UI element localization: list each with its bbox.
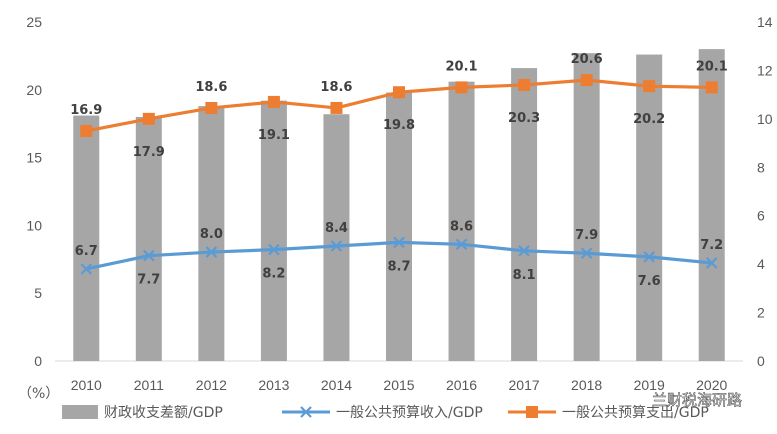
bar [511,68,538,361]
revenue-point [580,247,593,260]
revenue-point [705,257,718,269]
y-axis-unit-label: （%） [18,386,59,402]
data-label: 7.6 [638,274,661,289]
y-right-tick-label: 6 [757,208,765,224]
data-label: 8.1 [513,268,536,283]
legend: 财政收支差额/GDP 一般公共预算收入/GDP 一般公共预算支出/GDP [62,405,709,421]
bar [198,106,225,362]
bar [448,81,475,361]
revenue-point [455,238,468,251]
y-left-tick-label: 5 [34,285,42,301]
data-label: 8.7 [387,259,410,274]
bar [323,114,350,361]
revenue-point [393,236,405,249]
revenue-point [268,243,280,256]
bar [386,92,412,362]
data-labels: 6.7 7.7 8.0 8.2 8.4 8.7 8.6 8.1 7.9 7.6 7.2 16.9 17.… [70,52,728,289]
x-tick-label: 2012 [196,377,227,393]
data-label: 6.7 [75,244,98,259]
data-label: 20.3 [508,111,540,126]
x-tick-label: 2011 [134,377,164,393]
data-label: 7.2 [700,238,723,253]
legend-marker-square [526,406,538,418]
y-right-tick-label: 14 [757,14,773,30]
bar [73,115,100,362]
y-right-tick-label: 12 [757,62,773,78]
x-tick-label: 2017 [509,377,540,393]
expenditure-point [393,86,405,99]
x-tick-label: 2014 [321,377,352,393]
expenditure-point [142,112,155,125]
data-label: 20.1 [696,59,728,74]
expenditure-point [580,74,593,87]
revenue-point [143,249,155,262]
y-right-tick-label: 8 [757,159,765,175]
data-label: 8.4 [325,221,348,236]
legend-marker-x [300,406,312,418]
legend-label: 财政收支差额/GDP [104,405,223,421]
data-label: 20.2 [633,112,665,127]
expenditure-point [80,124,93,137]
x-tick-label: 2020 [696,377,727,393]
data-label: 8.2 [262,267,285,282]
x-tick-label: 2015 [383,377,414,393]
legend-label: 一般公共预算收入/GDP [336,405,483,421]
x-tick-label: 2013 [258,377,289,393]
bar-series [73,49,725,362]
bar [636,54,663,361]
y-right-tick-label: 4 [757,256,765,272]
revenue-point [643,251,655,263]
data-label: 8.0 [200,227,223,242]
bar [260,100,287,361]
expenditure-point [267,95,280,108]
expenditure-point [455,81,468,94]
data-label: 19.1 [258,128,290,143]
data-label: 20.6 [571,52,603,67]
y-left-tick-label: 10 [26,217,42,233]
expenditure-point [330,101,343,114]
expenditure-point [643,80,656,93]
y-right-tick-label: 0 [757,353,765,369]
axes: 0 5 10 15 20 25 0 2 4 6 8 10 12 14 2010 2011 2012 2013 201… [26,14,772,393]
data-label: 20.1 [446,59,478,74]
expenditure-point [705,81,718,94]
revenue-point [330,240,343,252]
y-left-tick-label: 15 [26,150,42,166]
x-tick-label: 2010 [71,377,102,393]
y-left-tick-label: 20 [26,82,42,98]
bar [573,53,600,362]
y-left-tick-label: 0 [34,353,42,369]
x-tick-label: 2016 [446,377,477,393]
data-label: 18.6 [320,80,352,95]
expenditure-point [205,101,218,114]
legend-label: 一般公共预算支出/GDP [562,405,709,421]
watermark: 兰财税海研路 [652,391,742,409]
y-right-tick-label: 2 [757,305,765,321]
expenditure-point [518,78,531,91]
revenue-point [80,263,93,275]
legend-swatch-bar [62,405,98,419]
y-left-tick-label: 25 [26,14,42,30]
data-label: 8.6 [450,219,473,234]
bar [135,116,162,361]
data-label: 18.6 [195,80,227,95]
data-label: 7.7 [137,273,160,288]
data-label: 19.8 [383,118,415,133]
y-right-tick-label: 10 [757,111,773,127]
x-tick-label: 2018 [571,377,602,393]
data-label: 7.9 [575,228,598,243]
line-series [80,74,718,275]
revenue-point [205,246,218,258]
x-tick-label: 2019 [634,377,665,393]
data-label: 17.9 [133,145,165,160]
bar [698,49,725,362]
revenue-point [518,245,530,257]
data-label: 16.9 [70,103,102,118]
